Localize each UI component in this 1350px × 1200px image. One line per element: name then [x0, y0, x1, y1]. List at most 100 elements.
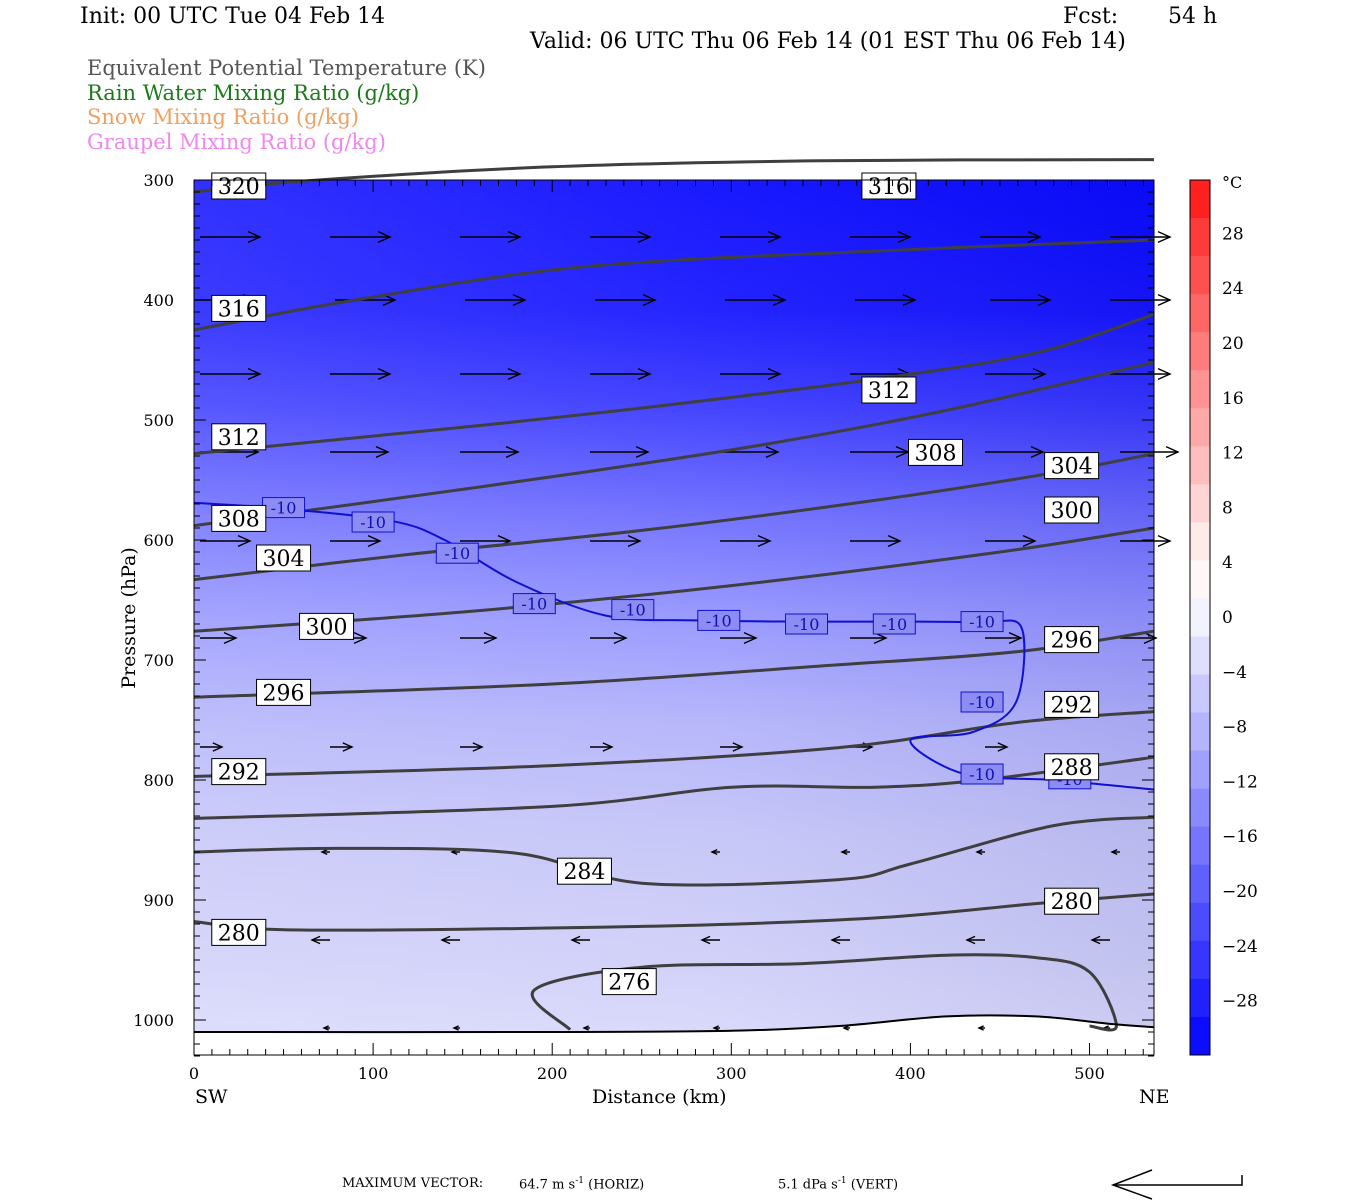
- colorbar-label: 24: [1222, 279, 1244, 299]
- wind-vector-head: [382, 293, 397, 307]
- temperature-label: -10: [271, 499, 297, 518]
- colorbar-label: 4: [1222, 553, 1233, 573]
- temperature-label: -10: [881, 615, 907, 634]
- wind-vector-head: [712, 1025, 719, 1031]
- temperature-label: -10: [521, 595, 547, 614]
- colorbar-swatch: [1190, 674, 1210, 714]
- theta-e-label: 276: [608, 971, 650, 996]
- horiz-tag: (HORIZ): [588, 1177, 645, 1193]
- theta-e-label: 280: [1051, 890, 1093, 915]
- wind-vector-head: [353, 631, 368, 645]
- colorbar-swatch: [1190, 978, 1210, 1018]
- theta-e-label: 312: [218, 426, 260, 451]
- theta-e-label-box: [211, 294, 267, 322]
- wind-vector-head: [710, 849, 718, 855]
- below-ground-fill: [194, 1015, 1154, 1055]
- wind-vector-head: [472, 742, 484, 752]
- wind-vector-head: [635, 445, 650, 459]
- theta-e-line-280: [193, 892, 1155, 932]
- wind-vector-head: [902, 293, 917, 307]
- wind-vector-head: [975, 849, 983, 855]
- wind-vector-head: [1090, 935, 1101, 945]
- wind-vectors: [195, 230, 1180, 1031]
- temperature-label-box: [960, 691, 1004, 713]
- wind-vector-head: [977, 1025, 984, 1031]
- vert-tag: (VERT): [850, 1177, 899, 1193]
- colorbar-swatch: [1190, 522, 1210, 561]
- theta-e-label-box: [1044, 753, 1100, 781]
- legend-graupel: Graupel Mixing Ratio (g/kg): [87, 130, 386, 154]
- colorbar-swatch: [1190, 826, 1210, 866]
- y-tick-label: 600: [143, 531, 174, 550]
- theta-e-label-box: [1044, 496, 1100, 524]
- temperature-label: -10: [969, 693, 995, 712]
- theta-e-label: 316: [868, 175, 910, 200]
- theta-e-label: 308: [914, 441, 956, 466]
- wind-vector-head: [440, 935, 451, 945]
- temperature-label-box: [512, 593, 556, 615]
- theta-e-label: 288: [1051, 756, 1093, 781]
- colorbar-swatch: [1190, 218, 1210, 257]
- wind-vector-head: [743, 631, 758, 645]
- x-tick-label: 0: [189, 1064, 199, 1083]
- reference-vector: [1110, 1169, 1243, 1200]
- theta-e-line-308: [193, 360, 1155, 528]
- wind-vector-head: [842, 1025, 849, 1031]
- temperature-label-box: [872, 613, 916, 635]
- colorbar-label: −24: [1222, 937, 1258, 957]
- wind-vector-head: [247, 230, 262, 244]
- wind-vector-head: [602, 742, 614, 752]
- wind-vector-head: [377, 230, 392, 244]
- vert-value: 5.1 dPa s: [778, 1177, 838, 1193]
- wind-vector-head: [1027, 230, 1042, 244]
- surface-line: [193, 1014, 1155, 1034]
- theta-e-label-box: [211, 918, 267, 946]
- temperature-label-box: [785, 613, 829, 635]
- wind-vector-head: [1032, 367, 1047, 381]
- colorbar-label: −20: [1222, 882, 1258, 902]
- theta-e-label-box: [1044, 887, 1100, 915]
- theta-e-label-box: [211, 758, 267, 786]
- theta-e-line-312: [193, 312, 1155, 456]
- y-tick-label: 500: [143, 411, 174, 430]
- wind-vector-head: [367, 534, 382, 548]
- theta-e-line-284: [193, 815, 1155, 887]
- wind-vector-head: [582, 1025, 589, 1031]
- theta-e-label: 284: [563, 860, 605, 885]
- theta-e-label-box: [1044, 690, 1100, 718]
- colorbar-swatch: [1190, 446, 1210, 485]
- wind-vector-head: [507, 367, 522, 381]
- wind-vector-head: [772, 293, 787, 307]
- theta-e-label-box: [1044, 452, 1100, 480]
- colorbar-swatch: [1190, 1016, 1210, 1056]
- valid-time: Valid: 06 UTC Thu 06 Feb 14 (01 EST Thu …: [530, 29, 1126, 54]
- temperature-label-box: [960, 763, 1004, 785]
- colorbar-swatch: [1190, 712, 1210, 752]
- y-axis-label: Pressure (hPa): [118, 547, 140, 689]
- temperature-label: -10: [969, 613, 995, 632]
- theta-e-label-box: [299, 612, 355, 640]
- theta-e-line-296: [193, 629, 1155, 699]
- horiz-value-group: 64.7 m s-1 (HORIZ): [519, 1176, 644, 1192]
- temperature-label: -10: [794, 615, 820, 634]
- colorbar-swatch: [1190, 332, 1210, 371]
- y-tick-label: 400: [143, 291, 174, 310]
- wind-vector-head: [375, 445, 390, 459]
- ground-surface: [193, 1014, 1155, 1034]
- below-ground-area: [194, 1015, 1154, 1055]
- theta-e-line-316: [193, 238, 1155, 332]
- colorbar-swatch: [1190, 294, 1210, 333]
- max-vector-label: MAXIMUM VECTOR:: [342, 1176, 484, 1191]
- theta-e-label: 304: [1051, 455, 1093, 480]
- wind-vector-head: [627, 534, 642, 548]
- colorbar-label: 12: [1222, 444, 1244, 464]
- colorbar-label: 28: [1222, 224, 1244, 244]
- y-tick-label: 300: [143, 171, 174, 190]
- theta-e-label-box: [601, 968, 657, 996]
- wind-vector-head: [637, 230, 652, 244]
- horiz-exponent: -1: [575, 1176, 584, 1186]
- temperature-label: -10: [620, 601, 646, 620]
- temperature-label-box: [697, 609, 741, 631]
- colorbar-label: 20: [1222, 334, 1244, 354]
- colorbar-swatch: [1190, 370, 1210, 409]
